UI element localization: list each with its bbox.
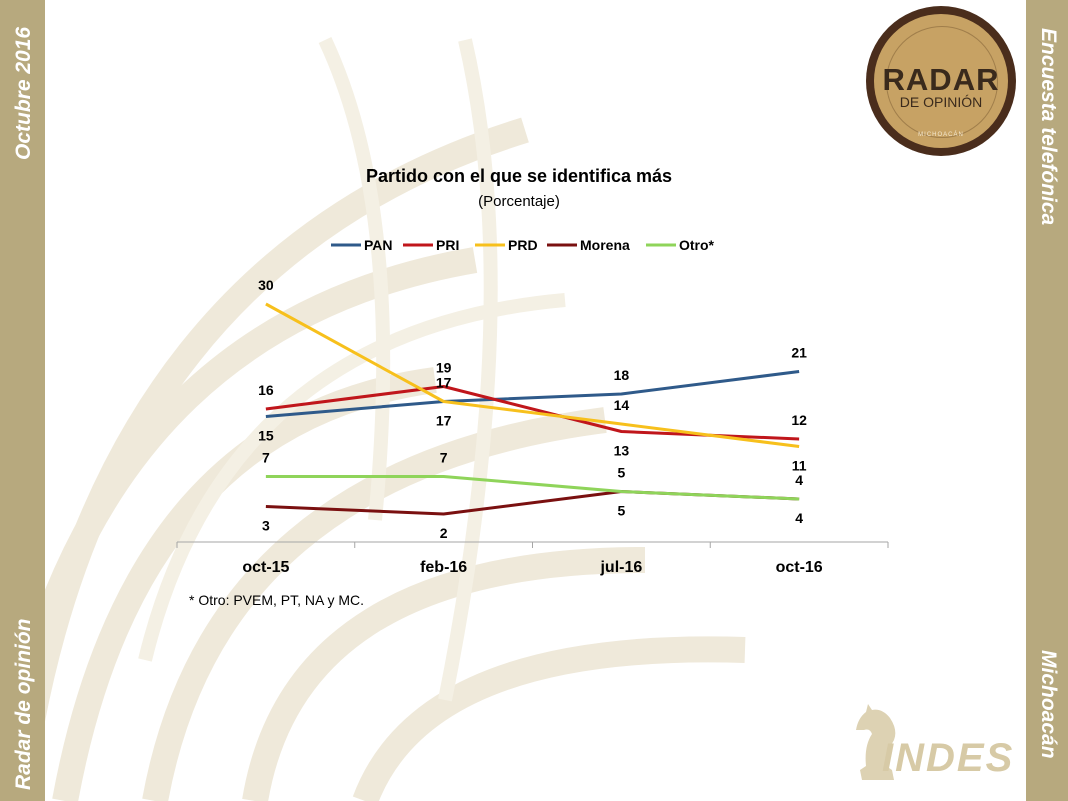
data-label: 16 (258, 382, 274, 398)
plot-area (265, 302, 800, 516)
data-label: 4 (795, 510, 803, 526)
indes-logo: INDES (848, 700, 1012, 785)
data-label: 13 (614, 443, 630, 459)
data-label: 15 (258, 428, 274, 444)
legend-label: PRI (436, 237, 459, 253)
chess-knight-icon (856, 704, 896, 780)
data-label: 17 (436, 413, 452, 429)
x-tick-label: jul-16 (599, 559, 642, 576)
series-line (265, 475, 800, 501)
footnote: * Otro: PVEM, PT, NA y MC. (189, 592, 365, 608)
logo-region: MICHOACÁN (918, 132, 964, 138)
legend-label: PRD (508, 237, 538, 253)
legend-label: PAN (364, 237, 393, 253)
data-label: 4 (795, 472, 803, 488)
data-label: 2 (440, 525, 448, 541)
data-label: 18 (614, 367, 630, 383)
legend-label: Morena (580, 237, 630, 253)
left-sidebar: Octubre 2016 Radar de opinión (0, 0, 45, 801)
logo-title: RADAR (882, 62, 1000, 97)
data-label: 12 (791, 412, 807, 428)
data-label: 11 (792, 458, 807, 474)
data-label: 14 (614, 397, 630, 413)
right-sidebar: Encuesta telefónica Michoacán (1026, 0, 1068, 801)
data-label: 7 (440, 450, 448, 466)
data-label: 17 (436, 375, 452, 391)
data-label: 7 (262, 450, 270, 466)
series-line (265, 302, 800, 448)
series-line (265, 370, 800, 418)
x-tick-label: feb-16 (420, 559, 467, 576)
data-label: 3 (262, 518, 270, 534)
x-tick-label: oct-15 (242, 559, 289, 576)
data-label: 21 (791, 345, 807, 361)
radar-de-opinion-logo: RADAR DE OPINIÓN MICHOACÁN (866, 6, 1016, 156)
data-label: 5 (617, 465, 625, 481)
x-axis: oct-15 feb-16 jul-16 oct-16 (176, 541, 889, 576)
indes-brand-name: INDES (882, 736, 1015, 780)
data-label: 19 (436, 360, 452, 376)
chart-legend: PAN PRI PRD Morena Otro* (331, 237, 715, 253)
x-tick-label: oct-16 (776, 559, 823, 576)
data-label: 5 (617, 503, 625, 519)
logo-subtitle: DE OPINIÓN (899, 94, 983, 110)
chart-subtitle: (Porcentaje) (478, 193, 560, 210)
legend-label: Otro* (679, 237, 715, 253)
data-label: 30 (258, 277, 274, 293)
data-labels: 15 17 18 21 16 19 13 12 30 17 14 11 3 2 5 4 7 7 5 4 (258, 277, 807, 541)
chart-title: Partido con el que se identifica más (366, 166, 672, 186)
